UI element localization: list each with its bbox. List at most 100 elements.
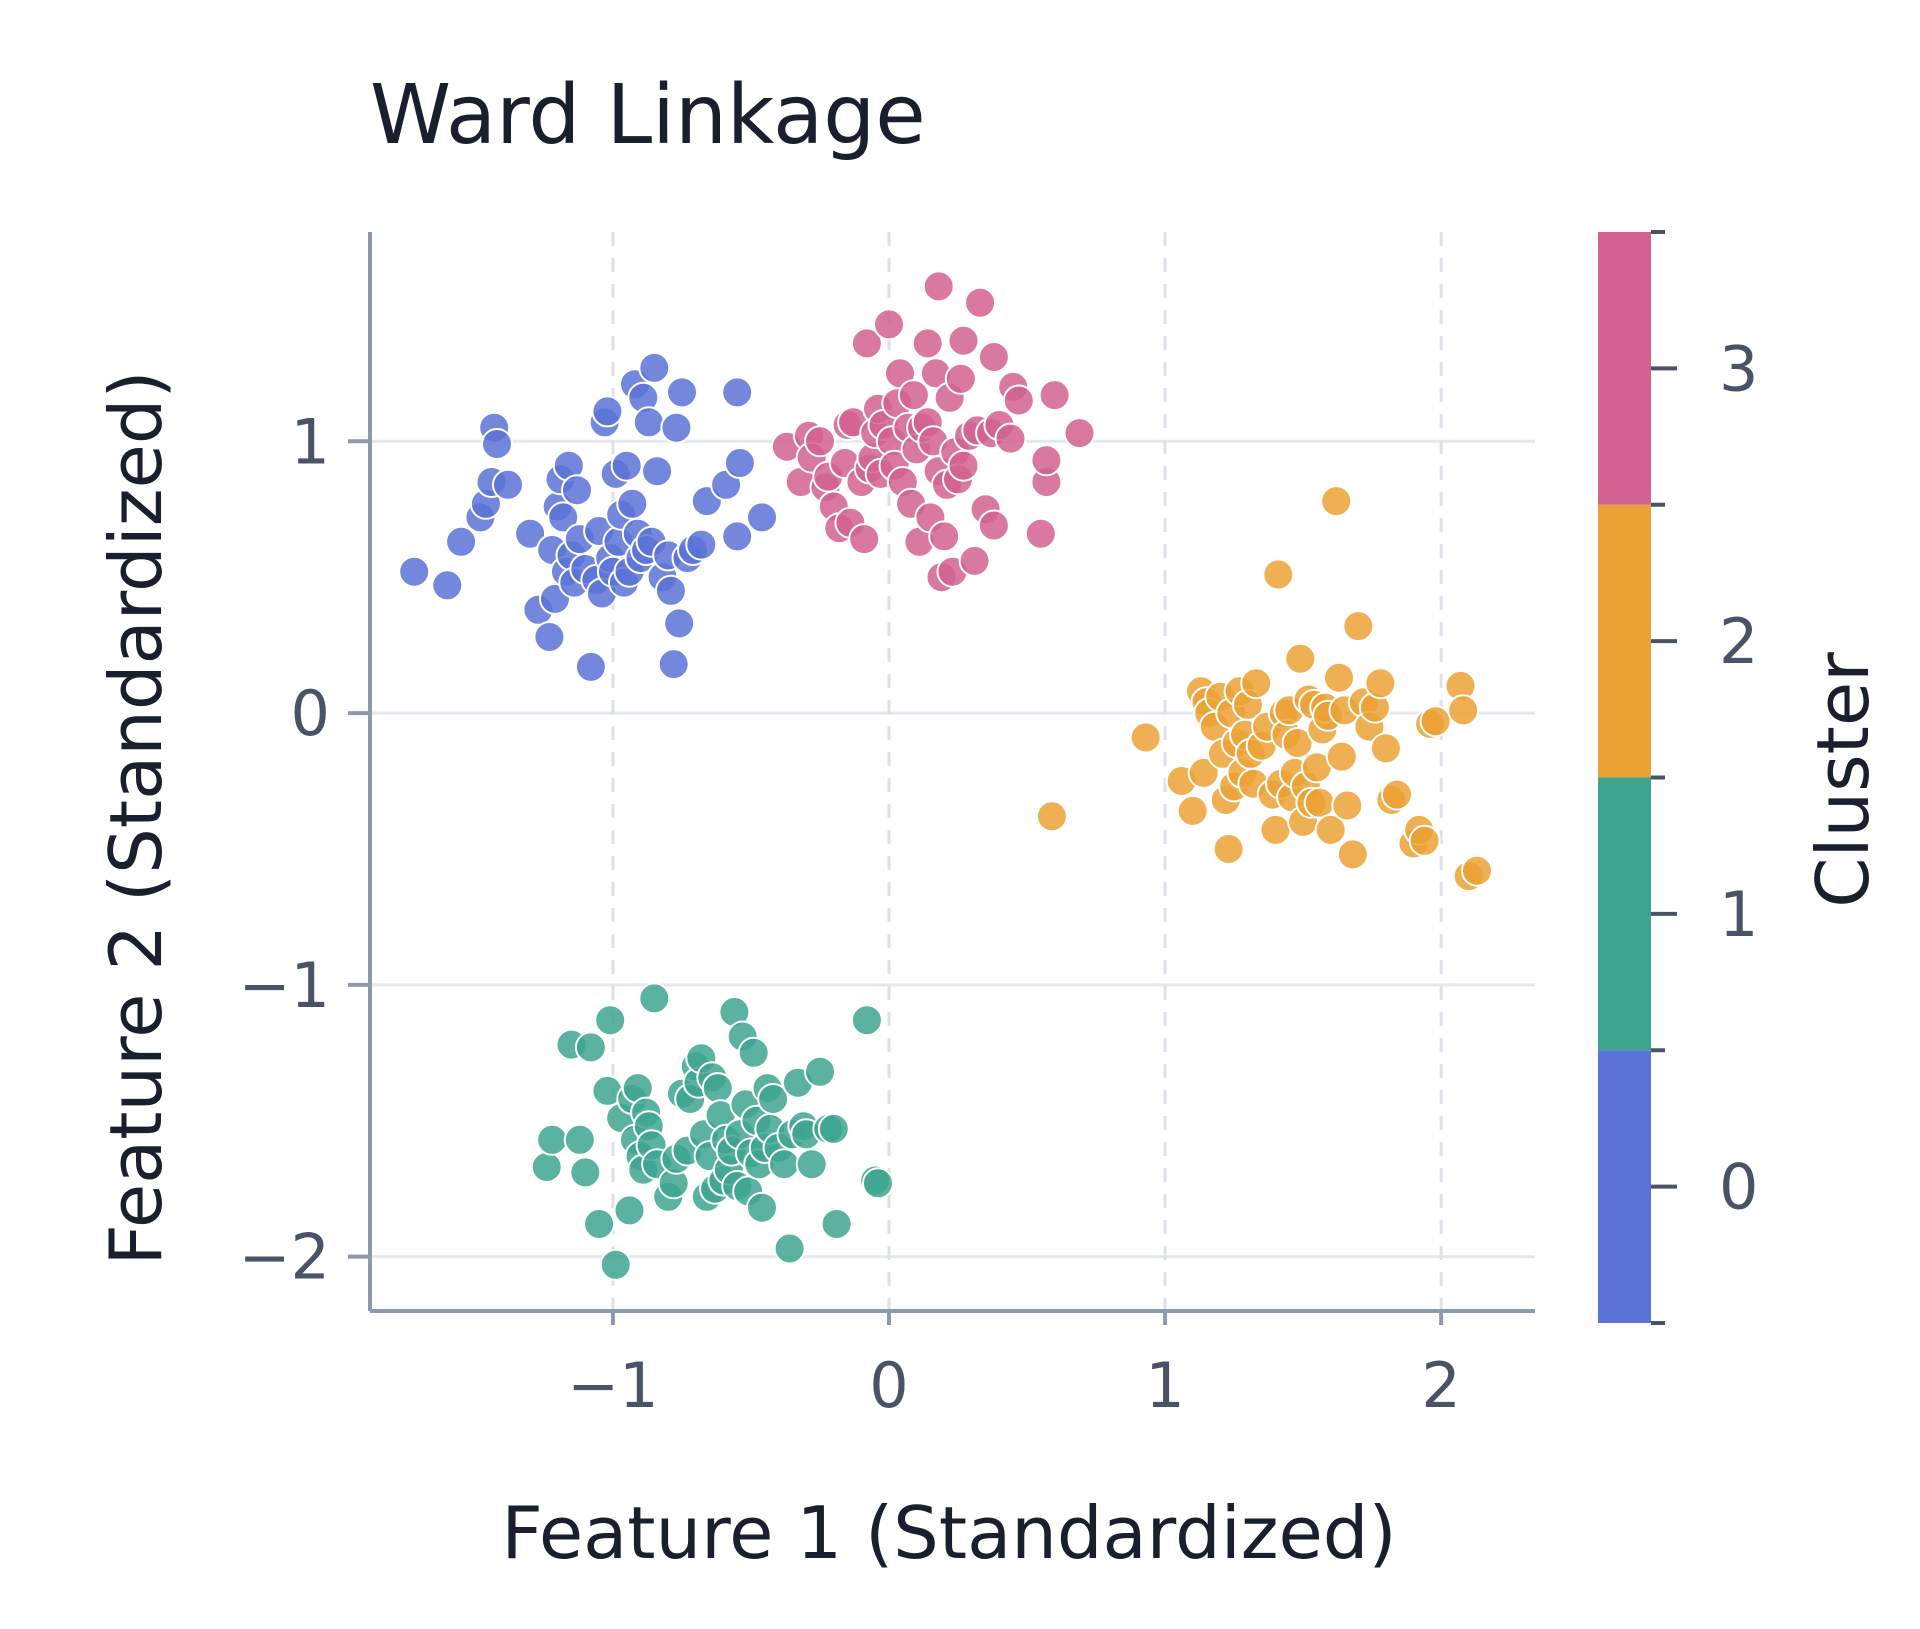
data-point-cluster-0 (641, 455, 674, 488)
data-point-cluster-3 (922, 270, 955, 303)
data-point-cluster-0 (657, 648, 690, 681)
axes (368, 232, 1535, 1313)
data-point-cluster-0 (481, 428, 513, 460)
y-axis-label: Feature 2 (Standardized) (94, 370, 178, 1265)
data-point-cluster-1 (638, 982, 671, 1015)
data-point-cluster-1 (817, 1112, 850, 1145)
data-point-cluster-2 (1342, 610, 1375, 643)
scatter-points (398, 270, 1493, 1281)
data-point-cluster-0 (666, 376, 698, 409)
data-point-cluster-2 (1419, 705, 1452, 738)
data-point-cluster-1 (583, 1208, 616, 1240)
data-point-cluster-1 (768, 1148, 801, 1181)
y-tick-label: −2 (239, 1221, 330, 1294)
data-point-cluster-0 (492, 468, 524, 501)
data-point-cluster-3 (947, 324, 980, 357)
data-point-cluster-0 (610, 449, 643, 482)
data-point-cluster-0 (685, 528, 718, 561)
data-point-cluster-1 (701, 1072, 734, 1105)
data-point-cluster-1 (804, 1055, 836, 1088)
data-point-cluster-3 (994, 422, 1027, 455)
data-point-cluster-0 (721, 520, 754, 553)
data-point-cluster-0 (632, 406, 665, 439)
data-point-cluster-1 (574, 1031, 607, 1064)
colorbar-tick-label: 3 (1719, 332, 1758, 405)
data-point-cluster-3 (1038, 379, 1071, 412)
data-point-cluster-0 (574, 650, 607, 683)
data-point-cluster-1 (795, 1148, 828, 1181)
data-point-cluster-3 (964, 286, 997, 319)
data-point-cluster-2 (1262, 558, 1295, 591)
data-point-cluster-0 (561, 474, 593, 507)
data-point-cluster-2 (1408, 824, 1441, 857)
data-point-cluster-3 (1063, 417, 1096, 450)
data-point-cluster-3 (1002, 384, 1035, 417)
y-tick-label: 1 (291, 405, 330, 478)
data-point-cluster-0 (547, 501, 580, 534)
data-point-cluster-0 (654, 574, 687, 607)
colorbar-label: Cluster (1801, 652, 1885, 908)
data-point-cluster-2 (1129, 721, 1162, 754)
data-point-cluster-1 (737, 1036, 770, 1069)
data-point-cluster-0 (533, 621, 566, 653)
data-point-cluster-1 (569, 1156, 602, 1189)
data-point-cluster-2 (1336, 838, 1369, 871)
axis-ticks: −1 0 1 2 1 0 −1 −2 (239, 405, 1461, 1422)
data-point-cluster-0 (591, 395, 624, 428)
data-point-cluster-2 (1364, 667, 1397, 700)
x-tick-label: −1 (567, 1349, 658, 1422)
data-point-cluster-0 (514, 517, 547, 550)
data-point-cluster-3 (947, 449, 980, 482)
data-point-cluster-3 (944, 362, 977, 395)
data-point-cluster-3 (928, 520, 961, 553)
data-point-cluster-3 (1030, 444, 1063, 477)
data-point-cluster-0 (660, 411, 693, 444)
data-point-cluster-0 (746, 501, 778, 534)
x-tick-label: 2 (1421, 1349, 1460, 1422)
colorbar-segment-3 (1598, 232, 1651, 505)
data-point-cluster-3 (897, 379, 930, 412)
data-point-cluster-0 (638, 351, 671, 384)
colorbar-segment-0 (1598, 1050, 1651, 1323)
data-point-cluster-3 (1024, 517, 1057, 550)
x-axis-label: Feature 1 (Standardized) (501, 1491, 1396, 1575)
data-point-cluster-2 (1323, 661, 1355, 694)
data-point-cluster-1 (599, 1248, 632, 1281)
chart-title: Ward Linkage (370, 68, 926, 163)
data-point-cluster-1 (746, 1191, 778, 1224)
data-point-cluster-2 (1284, 642, 1317, 675)
data-point-cluster-0 (616, 487, 649, 520)
data-point-cluster-2 (1331, 789, 1364, 822)
x-tick-label: 0 (869, 1349, 908, 1422)
data-point-cluster-1 (862, 1167, 894, 1200)
data-point-cluster-1 (850, 1004, 883, 1037)
data-point-cluster-2 (1240, 667, 1273, 700)
data-point-cluster-2 (1259, 813, 1292, 846)
data-point-cluster-1 (594, 1004, 627, 1037)
y-tick-label: 0 (291, 677, 330, 750)
data-point-cluster-0 (663, 607, 696, 640)
data-point-cluster-3 (804, 425, 836, 458)
data-point-cluster-2 (1187, 756, 1220, 789)
x-tick-label: 1 (1145, 1349, 1184, 1422)
colorbar-tick-label: 0 (1719, 1151, 1758, 1224)
data-point-cluster-0 (431, 569, 464, 602)
data-point-cluster-1 (530, 1151, 563, 1183)
y-tick-label: −1 (239, 949, 330, 1022)
colorbar-segment-1 (1598, 777, 1651, 1051)
data-point-cluster-3 (958, 544, 991, 577)
colorbar-tick-label: 1 (1719, 878, 1758, 951)
data-point-cluster-3 (977, 509, 1010, 542)
colorbar-segment-2 (1598, 504, 1651, 778)
data-point-cluster-2 (1325, 740, 1358, 773)
data-point-cluster-3 (850, 327, 883, 360)
data-point-cluster-3 (911, 327, 944, 360)
data-point-cluster-3 (873, 308, 905, 341)
data-point-cluster-2 (1447, 694, 1480, 727)
data-point-cluster-3 (977, 341, 1010, 373)
data-point-cluster-1 (757, 1083, 790, 1115)
data-point-cluster-0 (721, 376, 754, 409)
data-point-cluster-1 (613, 1194, 646, 1227)
data-point-cluster-2 (1212, 833, 1245, 865)
